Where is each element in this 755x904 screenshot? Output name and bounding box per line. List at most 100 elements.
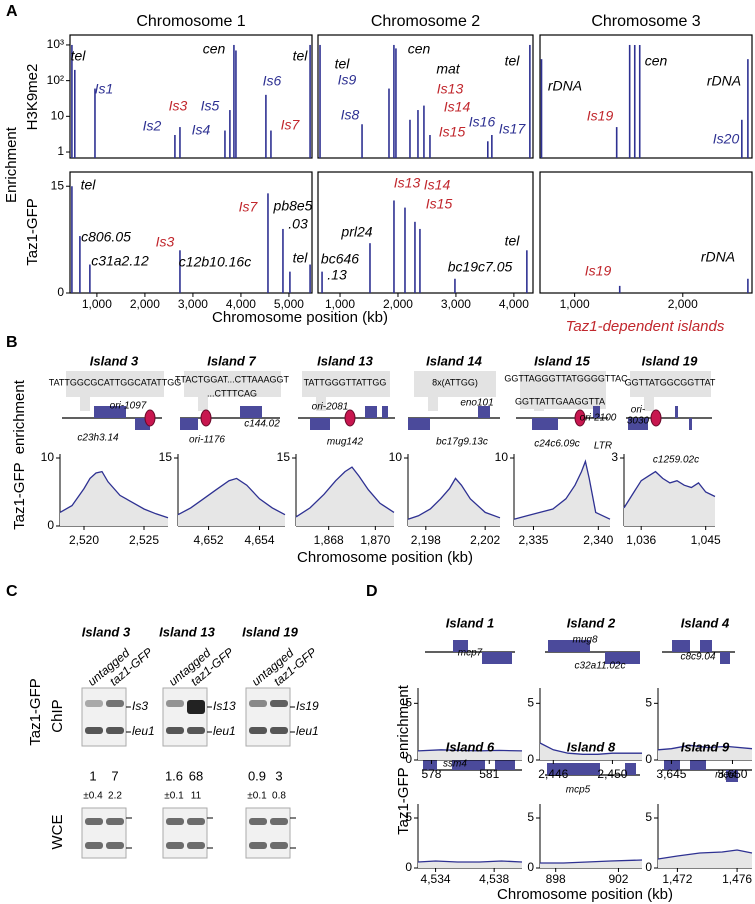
trace xyxy=(417,749,523,752)
y-tick-label: 0 xyxy=(527,752,534,766)
annotation: ori-1097 xyxy=(110,401,147,412)
annotation: ssm4 xyxy=(443,759,467,770)
panel-letter: C xyxy=(6,583,18,600)
panel-letter: A xyxy=(6,3,18,20)
x-tick-label: 2,446 xyxy=(538,767,568,781)
sequence-stem xyxy=(534,397,544,411)
panel-letter: D xyxy=(366,583,378,600)
y-tick-label: 10³ xyxy=(47,37,64,51)
annotation: Is1 xyxy=(95,81,114,97)
annotation: prl24 xyxy=(340,224,372,240)
row-label: Taz1-GFP xyxy=(24,198,41,266)
x-axis-title: Chromosome position (kb) xyxy=(212,309,388,326)
band xyxy=(249,818,267,825)
band xyxy=(85,700,103,707)
x-tick-label: 898 xyxy=(546,872,566,886)
gel xyxy=(245,807,291,859)
y-tick-label: 3 xyxy=(611,450,618,464)
panel-title: Chromosome 2 xyxy=(371,13,480,30)
gel-title: Island 3 xyxy=(82,624,131,639)
sequence-box xyxy=(414,371,496,397)
gene-box xyxy=(625,763,636,775)
annotation: cen xyxy=(645,53,668,69)
y-tick-label: 10 xyxy=(41,450,55,464)
x-tick-label: 1,000 xyxy=(325,297,355,311)
annotation: ori- xyxy=(631,405,646,416)
gene-box xyxy=(365,406,377,418)
band xyxy=(249,700,267,707)
annotation: rDNA xyxy=(548,78,582,94)
annotation: mat xyxy=(436,61,460,77)
band xyxy=(270,727,288,734)
panel-title: Island 2 xyxy=(567,615,616,630)
area-fill xyxy=(540,860,642,868)
x-tick-label: 1,476 xyxy=(722,872,752,886)
ratio: 1 xyxy=(89,768,96,783)
band xyxy=(166,842,184,849)
annotation: c32a11.02c xyxy=(575,661,626,672)
area-fill xyxy=(418,861,522,868)
band xyxy=(85,818,103,825)
annotation: 3030 xyxy=(627,416,650,427)
annotation: Is7 xyxy=(281,117,301,133)
panel-title: Island 1 xyxy=(446,615,494,630)
plot-frame xyxy=(539,171,753,294)
sequence-stem xyxy=(80,397,90,411)
band-label: Is13 xyxy=(213,699,236,713)
error: ±0.1 xyxy=(247,791,267,802)
trace xyxy=(295,466,395,518)
band xyxy=(106,818,124,825)
y-tick-label: 0 xyxy=(645,860,652,874)
annotation: Is8 xyxy=(341,107,360,123)
row-label: Taz1-GFP xyxy=(27,678,44,746)
band xyxy=(187,700,205,714)
band xyxy=(187,818,205,825)
annotation: Is13 xyxy=(437,81,464,97)
trace xyxy=(177,477,286,516)
trace xyxy=(417,860,523,863)
y-axis-title: Taz1-GFP enrichment xyxy=(11,379,28,530)
panel-title: Island 19 xyxy=(642,353,698,368)
annotation: mei4 xyxy=(715,770,737,781)
x-tick-label: 1,868 xyxy=(314,533,344,547)
annotation: mug8 xyxy=(572,635,597,646)
sequence-stem xyxy=(316,397,326,411)
gel xyxy=(162,807,208,859)
band xyxy=(249,842,267,849)
plot-frame xyxy=(69,34,313,159)
x-tick-label: 2,000 xyxy=(383,297,413,311)
annotation: TATTGGCGCATTGGCATATTGG xyxy=(49,377,182,387)
annotation: Is3 xyxy=(169,98,188,114)
y-tick-label: 15 xyxy=(51,178,65,192)
y-tick-label: 10 xyxy=(51,109,65,123)
annotation: Is5 xyxy=(201,98,220,114)
x-tick-label: 4,534 xyxy=(421,872,451,886)
band xyxy=(270,842,288,849)
y-tick-label: 10² xyxy=(47,73,64,87)
gel-title: Island 13 xyxy=(159,624,215,639)
x-tick-label: 902 xyxy=(608,872,628,886)
x-tick-label: 2,520 xyxy=(69,533,99,547)
gene-box xyxy=(310,418,330,430)
trace xyxy=(539,742,642,755)
area-fill xyxy=(514,461,610,526)
annotation: Is19 xyxy=(587,108,614,124)
x-tick-label: 1,000 xyxy=(560,297,590,311)
origin xyxy=(200,409,212,427)
y-tick-label: 0 xyxy=(645,752,652,766)
annotation: 8x(ATTGG) xyxy=(432,377,478,387)
ratio: 7 xyxy=(111,768,118,783)
gel xyxy=(81,687,127,747)
panel-title: Island 3 xyxy=(90,353,139,368)
annotation: tel xyxy=(293,250,309,266)
annotation: cen xyxy=(408,41,431,57)
y-tick-label: 0 xyxy=(57,285,64,299)
row-label: WCE xyxy=(49,815,66,850)
y-tick-label: 10 xyxy=(495,450,509,464)
x-tick-label: 581 xyxy=(479,767,499,781)
sequence-box xyxy=(302,371,390,397)
gene-box xyxy=(482,652,512,664)
annotation: ori-2100 xyxy=(580,413,617,424)
area-fill xyxy=(540,743,642,760)
x-tick-label: 3,000 xyxy=(441,297,471,311)
